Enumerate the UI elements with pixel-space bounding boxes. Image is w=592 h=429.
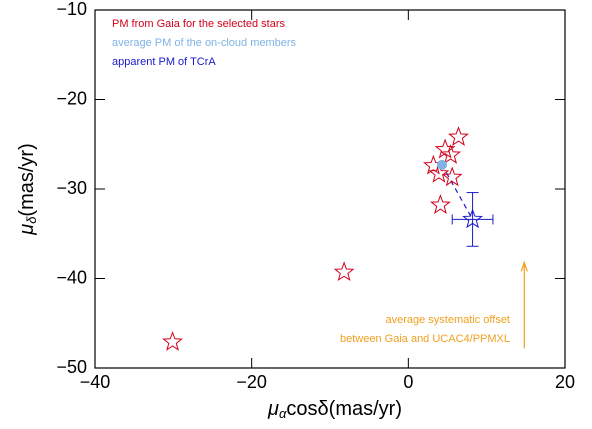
x-label-rest: cosδ(mas/yr) (286, 398, 402, 420)
x-label-symbol: μ (267, 398, 279, 420)
y-tick-label: −30 (56, 178, 87, 198)
star-point (333, 261, 355, 282)
star-point (448, 126, 469, 146)
y-tick-label: −20 (56, 88, 87, 108)
x-axis-label: μαcosδ(mas/yr) (267, 398, 402, 421)
star-point (441, 166, 463, 187)
legend-entry: apparent PM of TCrA (112, 56, 216, 68)
star-point (162, 331, 183, 351)
y-label-symbol: μ (16, 224, 38, 236)
y-label-subscript: δ (24, 216, 39, 224)
star-point (462, 208, 483, 229)
dot-point (437, 159, 448, 170)
legend-entry: PM from Gaia for the selected stars (112, 18, 286, 30)
x-tick-label: 0 (403, 372, 413, 392)
y-tick-label: −10 (56, 0, 87, 19)
offset-arrow-head (520, 260, 528, 272)
x-label-subscript: α (279, 406, 287, 421)
offset-annotation: between Gaia and UCAC4/PPMXL (340, 333, 510, 345)
x-tick-label: −20 (236, 372, 267, 392)
star-point (430, 194, 451, 214)
y-label-rest: (mas/yr) (16, 143, 38, 216)
y-tick-label: −40 (56, 267, 87, 287)
star-point (440, 144, 462, 164)
legend-entry: average PM of the on-cloud members (112, 37, 297, 49)
star-point (434, 138, 456, 159)
offset-annotation: average systematic offset (385, 314, 510, 326)
y-axis-label: μδ(mas/yr) (16, 143, 39, 236)
y-tick-label: −50 (56, 357, 87, 377)
x-tick-label: −40 (80, 372, 111, 392)
x-tick-label: 20 (555, 372, 575, 392)
star-point (428, 162, 450, 183)
